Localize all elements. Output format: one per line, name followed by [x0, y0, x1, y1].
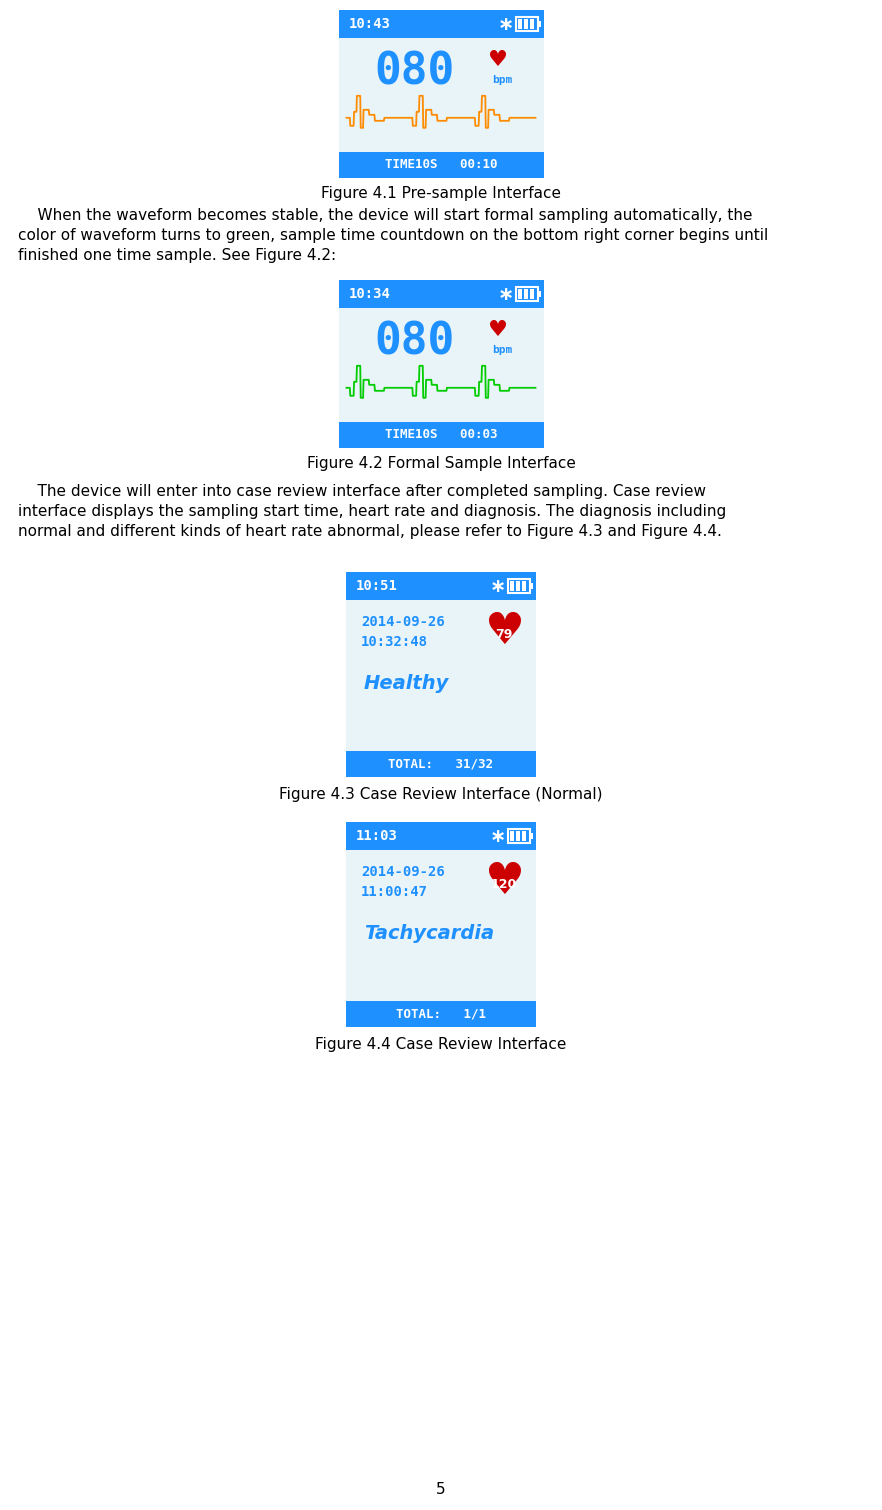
FancyBboxPatch shape: [346, 572, 536, 599]
Text: ♥: ♥: [484, 610, 524, 654]
FancyBboxPatch shape: [346, 1001, 536, 1027]
Text: ♥: ♥: [489, 50, 508, 69]
Text: 5: 5: [437, 1483, 445, 1498]
FancyBboxPatch shape: [346, 821, 536, 850]
Text: TIME10S   00:03: TIME10S 00:03: [385, 429, 497, 441]
FancyBboxPatch shape: [524, 20, 527, 29]
FancyBboxPatch shape: [524, 288, 527, 299]
FancyBboxPatch shape: [530, 583, 533, 589]
FancyBboxPatch shape: [339, 308, 543, 421]
FancyBboxPatch shape: [339, 153, 543, 178]
FancyBboxPatch shape: [537, 291, 541, 297]
Text: 080: 080: [374, 51, 454, 94]
FancyBboxPatch shape: [518, 288, 521, 299]
Text: 120: 120: [491, 877, 517, 891]
FancyBboxPatch shape: [510, 831, 514, 841]
Text: ∗: ∗: [490, 577, 506, 595]
Text: ∗: ∗: [497, 284, 513, 304]
FancyBboxPatch shape: [339, 279, 543, 308]
Text: finished one time sample. See Figure 4.2:: finished one time sample. See Figure 4.2…: [18, 248, 336, 263]
FancyBboxPatch shape: [346, 599, 536, 750]
FancyBboxPatch shape: [522, 831, 526, 841]
Text: ∗: ∗: [497, 15, 513, 33]
FancyBboxPatch shape: [537, 21, 541, 27]
Text: bpm: bpm: [492, 346, 512, 355]
Text: 10:51: 10:51: [356, 578, 398, 593]
Text: bpm: bpm: [492, 76, 512, 85]
Text: TIME10S   00:10: TIME10S 00:10: [385, 159, 497, 172]
Text: Figure 4.3 Case Review Interface (Normal): Figure 4.3 Case Review Interface (Normal…: [280, 787, 602, 802]
Text: The device will enter into case review interface after completed sampling. Case : The device will enter into case review i…: [18, 485, 706, 498]
FancyBboxPatch shape: [516, 581, 520, 590]
Text: 79: 79: [496, 628, 512, 640]
Text: Figure 4.4 Case Review Interface: Figure 4.4 Case Review Interface: [315, 1037, 567, 1052]
Text: Tachycardia: Tachycardia: [364, 924, 494, 942]
Text: TOTAL:   31/32: TOTAL: 31/32: [388, 758, 494, 770]
FancyBboxPatch shape: [529, 288, 534, 299]
FancyBboxPatch shape: [339, 38, 543, 153]
Text: 10:34: 10:34: [348, 287, 391, 300]
FancyBboxPatch shape: [516, 831, 520, 841]
FancyBboxPatch shape: [339, 11, 543, 38]
FancyBboxPatch shape: [530, 834, 533, 840]
FancyBboxPatch shape: [510, 581, 514, 590]
Text: 2014-09-26: 2014-09-26: [361, 615, 445, 630]
Text: 2014-09-26: 2014-09-26: [361, 865, 445, 879]
FancyBboxPatch shape: [339, 421, 543, 448]
Text: 11:03: 11:03: [356, 829, 398, 843]
FancyBboxPatch shape: [346, 750, 536, 778]
Text: Figure 4.2 Formal Sample Interface: Figure 4.2 Formal Sample Interface: [307, 456, 575, 471]
Text: normal and different kinds of heart rate abnormal, please refer to Figure 4.3 an: normal and different kinds of heart rate…: [18, 524, 721, 539]
FancyBboxPatch shape: [346, 850, 536, 1001]
Text: 080: 080: [374, 320, 454, 364]
Text: interface displays the sampling start time, heart rate and diagnosis. The diagno: interface displays the sampling start ti…: [18, 504, 726, 519]
Text: color of waveform turns to green, sample time countdown on the bottom right corn: color of waveform turns to green, sample…: [18, 228, 768, 243]
Text: TOTAL:   1/1: TOTAL: 1/1: [396, 1007, 486, 1021]
Text: 10:32:48: 10:32:48: [361, 636, 428, 649]
Text: Healthy: Healthy: [364, 673, 449, 693]
Text: Figure 4.1 Pre-sample Interface: Figure 4.1 Pre-sample Interface: [321, 186, 561, 201]
FancyBboxPatch shape: [522, 581, 526, 590]
Text: ∗: ∗: [490, 826, 506, 846]
Text: ♥: ♥: [489, 320, 508, 340]
Text: 10:43: 10:43: [348, 17, 391, 32]
FancyBboxPatch shape: [518, 20, 521, 29]
Text: 11:00:47: 11:00:47: [361, 885, 428, 898]
Text: When the waveform becomes stable, the device will start formal sampling automati: When the waveform becomes stable, the de…: [18, 208, 752, 223]
FancyBboxPatch shape: [529, 20, 534, 29]
Text: ♥: ♥: [484, 861, 524, 903]
